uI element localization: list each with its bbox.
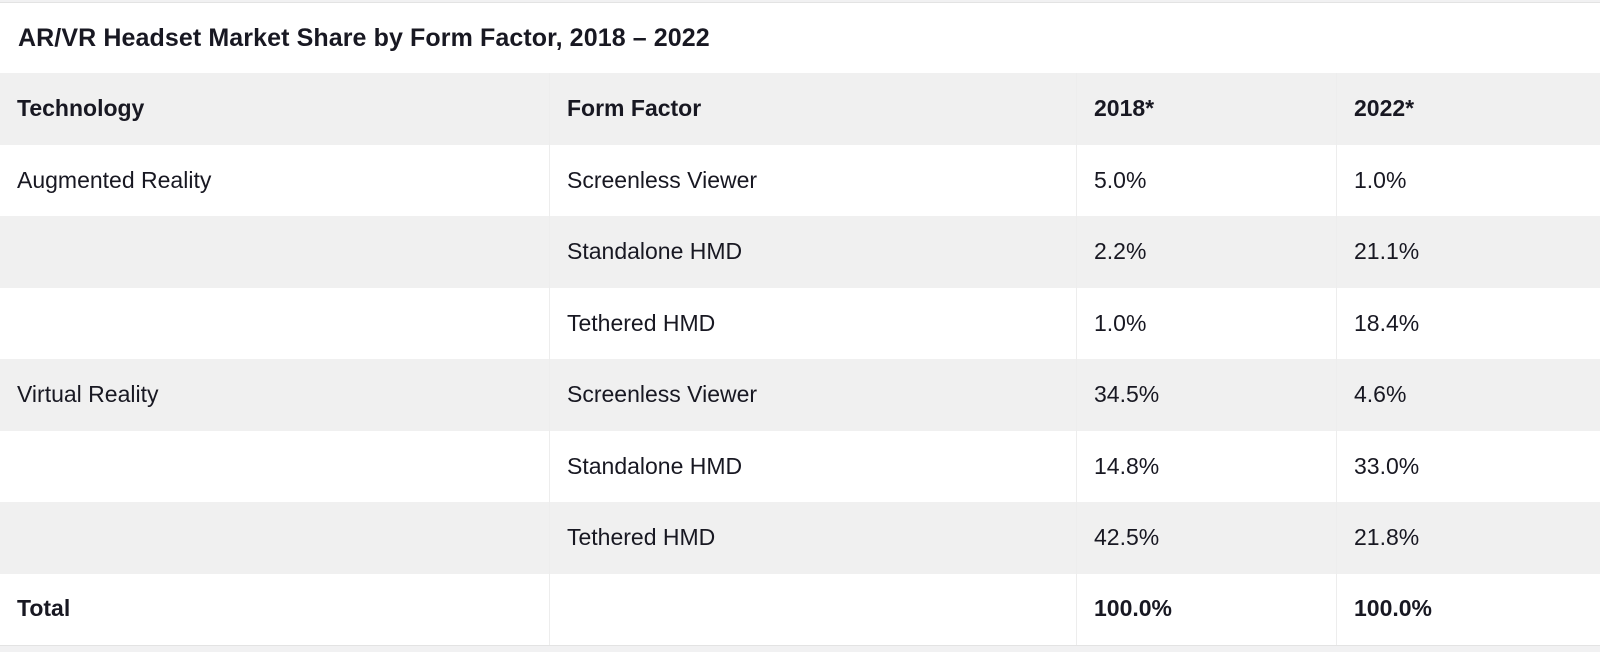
cell-technology bbox=[0, 288, 549, 359]
column-header-2018: 2018* bbox=[1076, 73, 1336, 145]
cell-form-factor bbox=[549, 573, 1076, 645]
table-row: Total 100.0% 100.0% bbox=[0, 573, 1600, 645]
table-row: Tethered HMD 42.5% 21.8% bbox=[0, 502, 1600, 574]
cell-technology: Virtual Reality bbox=[17, 381, 159, 408]
cell-2018-total-value: 100.0% bbox=[1076, 573, 1336, 645]
table-row: Augmented Reality Screenless Viewer 5.0% 1.… bbox=[0, 145, 1600, 217]
cell-form-factor: Standalone HMD bbox=[549, 430, 1076, 503]
cell-technology bbox=[0, 431, 549, 502]
cell-2018-value: 5.0% bbox=[1076, 145, 1336, 217]
cell-form-factor: Standalone HMD bbox=[549, 216, 1076, 288]
cell-form-factor: Screenless Viewer bbox=[549, 359, 1076, 431]
cell-2018-value: 34.5% bbox=[1076, 359, 1336, 431]
cell-2022-value: 1.0% bbox=[1336, 145, 1600, 217]
table-title: AR/VR Headset Market Share by Form Facto… bbox=[18, 23, 710, 52]
column-header-form-factor: Form Factor bbox=[549, 73, 1076, 145]
table-body: Augmented Reality Screenless Viewer 5.0% 1.… bbox=[0, 145, 1600, 645]
column-header-technology: Technology bbox=[17, 95, 145, 122]
cell-2022-value: 4.6% bbox=[1336, 359, 1600, 431]
table-row: Virtual Reality Screenless Viewer 34.5% 4.6… bbox=[0, 359, 1600, 431]
cell-2022-total-value: 100.0% bbox=[1336, 573, 1600, 645]
cell-2018-value: 2.2% bbox=[1076, 216, 1336, 288]
cell-2022-value: 21.8% bbox=[1336, 502, 1600, 574]
cell-2018-value: 42.5% bbox=[1076, 502, 1336, 574]
cell-form-factor: Tethered HMD bbox=[549, 287, 1076, 360]
cell-technology bbox=[0, 502, 549, 573]
cell-2018-value: 14.8% bbox=[1076, 430, 1336, 503]
cell-2022-value: 21.1% bbox=[1336, 216, 1600, 288]
cell-2022-value: 18.4% bbox=[1336, 287, 1600, 360]
table-header-row: Technology Form Factor 2018* 2022* bbox=[0, 73, 1600, 145]
cell-2022-value: 33.0% bbox=[1336, 430, 1600, 503]
table-row: Tethered HMD 1.0% 18.4% bbox=[0, 287, 1600, 360]
cell-2018-value: 1.0% bbox=[1076, 287, 1336, 360]
table-row: Standalone HMD 14.8% 33.0% bbox=[0, 430, 1600, 503]
cell-technology bbox=[0, 216, 549, 287]
cell-total-label: Total bbox=[17, 595, 71, 622]
cell-form-factor: Screenless Viewer bbox=[549, 145, 1076, 217]
column-header-2022: 2022* bbox=[1336, 73, 1600, 145]
cell-technology: Augmented Reality bbox=[17, 166, 212, 193]
cell-form-factor: Tethered HMD bbox=[549, 502, 1076, 574]
table-row: Standalone HMD 2.2% 21.1% bbox=[0, 216, 1600, 288]
table-title-bar: AR/VR Headset Market Share by Form Facto… bbox=[0, 3, 1600, 73]
